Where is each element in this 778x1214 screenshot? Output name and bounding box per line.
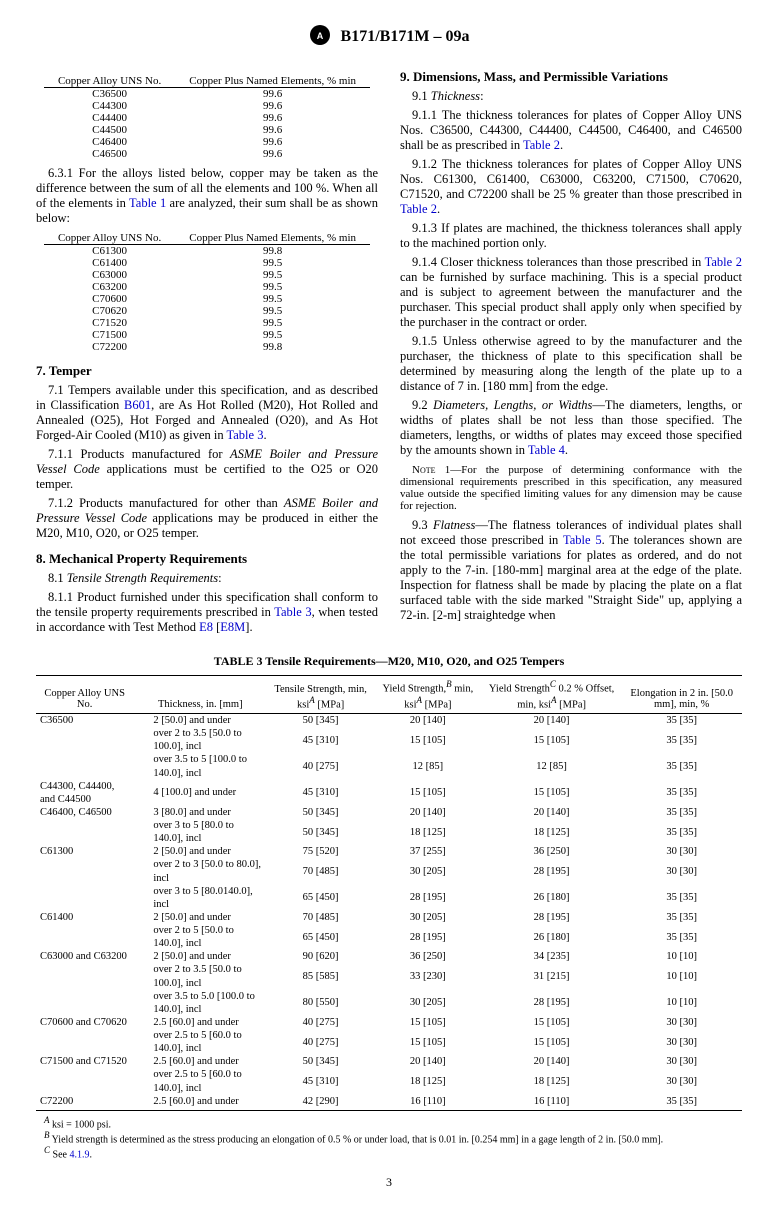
table-row: C6320099.5 [44, 281, 370, 293]
link-table3-a[interactable]: Table 3 [227, 428, 264, 442]
table-row: C3650099.6 [44, 88, 370, 101]
table-header: Yield StrengthC 0.2 % Offset, min, ksiA … [482, 676, 622, 714]
sec8-title: 8. Mechanical Property Requirements [36, 551, 378, 567]
table-row: over 2 to 3.5 [50.0 to 100.0], incl85 [5… [36, 963, 742, 989]
table-row: over 3.5 to 5.0 [100.0 to 140.0], incl80… [36, 990, 742, 1016]
para-8-1: 8.1 Tensile Strength Requirements: [36, 571, 378, 586]
t1-h2: Copper Plus Named Elements, % min [175, 75, 370, 88]
para-9-3: 9.3 Flatness—The flatness tolerances of … [400, 518, 742, 623]
footnote: C See 4.1.9. [36, 1145, 742, 1160]
table-row: C614002 [50.0] and under70 [485]30 [205]… [36, 911, 742, 924]
para-7-1-2: 7.1.2 Products manufactured for other th… [36, 496, 378, 541]
para-8-1-1: 8.1.1 Product furnished under this speci… [36, 590, 378, 635]
svg-text:A: A [316, 31, 323, 41]
doc-header: A B171/B171M – 09a [36, 24, 742, 51]
para-9-1: 9.1 Thickness: [400, 89, 742, 104]
table-row: C71500 and C715202.5 [60.0] and under50 … [36, 1055, 742, 1068]
table-row: C722002.5 [60.0] and under42 [290]16 [11… [36, 1095, 742, 1111]
link-b601[interactable]: B601 [124, 398, 151, 412]
sec9-title: 9. Dimensions, Mass, and Permissible Var… [400, 69, 742, 85]
table-row: over 3 to 5 [80.0140.0], incl65 [450]28 … [36, 885, 742, 911]
footnote: A ksi = 1000 psi. [36, 1115, 742, 1130]
link-e8m[interactable]: E8M [220, 620, 245, 634]
link-table2-a[interactable]: Table 2 [523, 138, 560, 152]
table-row: over 3 to 5 [80.0 to 140.0], incl50 [345… [36, 819, 742, 845]
astm-logo-icon: A [309, 24, 331, 51]
table-row: over 2 to 3.5 [50.0 to 100.0], incl45 [3… [36, 727, 742, 753]
alloy-table-2: Copper Alloy UNS No. Copper Plus Named E… [44, 232, 370, 353]
table-row: C4440099.6 [44, 112, 370, 124]
table-row: over 2 to 5 [50.0 to 140.0], incl65 [450… [36, 924, 742, 950]
table-row: C63000 and C632002 [50.0] and under90 [6… [36, 950, 742, 963]
table-row: C44300, C44400, and C445004 [100.0] and … [36, 780, 742, 806]
para-9-1-3: 9.1.3 If plates are machined, the thickn… [400, 221, 742, 251]
table-row: C7152099.5 [44, 317, 370, 329]
table-row: over 2 to 3 [50.0 to 80.0], incl70 [485]… [36, 858, 742, 884]
sec7-title: 7. Temper [36, 363, 378, 379]
table-row: C365002 [50.0] and under50 [345]20 [140]… [36, 714, 742, 728]
footnote: B Yield strength is determined as the st… [36, 1130, 742, 1145]
para-9-1-5: 9.1.5 Unless otherwise agreed to by the … [400, 334, 742, 394]
table-row: C4430099.6 [44, 100, 370, 112]
alloy-table-1: Copper Alloy UNS No. Copper Plus Named E… [44, 75, 370, 160]
table-row: C7060099.5 [44, 293, 370, 305]
t1-h1: Copper Alloy UNS No. [44, 75, 175, 88]
table3: Copper Alloy UNS No.Thickness, in. [mm]T… [36, 675, 742, 1111]
table-row: C6130099.8 [44, 245, 370, 258]
table-row: C613002 [50.0] and under75 [520]37 [255]… [36, 845, 742, 858]
table-row: C7062099.5 [44, 305, 370, 317]
para-9-2: 9.2 Diameters, Lengths, or Widths—The di… [400, 398, 742, 458]
table-row: C46400, C465003 [80.0] and under50 [345]… [36, 806, 742, 819]
table-row: C4640099.6 [44, 136, 370, 148]
note-1: Note 1—NOTE 1—For the purpose of determi… [400, 464, 742, 512]
link-table4[interactable]: Table 4 [528, 443, 565, 457]
table-header: Thickness, in. [mm] [133, 676, 267, 714]
table-row: C4450099.6 [44, 124, 370, 136]
table-row: over 2.5 to 5 [60.0 to 140.0], incl40 [2… [36, 1029, 742, 1055]
table-row: C7220099.8 [44, 341, 370, 353]
link-table1[interactable]: Table 1 [129, 196, 166, 210]
para-7-1: 7.1 Tempers available under this specifi… [36, 383, 378, 443]
t2-h2: Copper Plus Named Elements, % min [175, 232, 370, 245]
table-header: Elongation in 2 in. [50.0 mm], min, % [621, 676, 742, 714]
table3-footnotes: A ksi = 1000 psi.B Yield strength is det… [36, 1115, 742, 1161]
table-header: Tensile Strength, min, ksiA [MPa] [267, 676, 374, 714]
table-row: C7150099.5 [44, 329, 370, 341]
para-7-1-1: 7.1.1 Products manufactured for ASME Boi… [36, 447, 378, 492]
table-row: C6140099.5 [44, 257, 370, 269]
link-table5[interactable]: Table 5 [563, 533, 602, 547]
table-row: over 2.5 to 5 [60.0 to 140.0], incl45 [3… [36, 1068, 742, 1094]
table-row: C4650099.6 [44, 148, 370, 160]
table-row: C70600 and C706202.5 [60.0] and under40 … [36, 1016, 742, 1029]
table-row: over 3.5 to 5 [100.0 to 140.0], incl40 [… [36, 753, 742, 779]
table3-wrap: TABLE 3 Tensile Requirements—M20, M10, O… [36, 654, 742, 1161]
table-row: C6300099.5 [44, 269, 370, 281]
link-table2-b[interactable]: Table 2 [400, 202, 437, 216]
doc-title: B171/B171M – 09a [341, 28, 470, 45]
para-9-1-2: 9.1.2 The thickness tolerances for plate… [400, 157, 742, 217]
link-table3-b[interactable]: Table 3 [274, 605, 311, 619]
two-column-body: Copper Alloy UNS No. Copper Plus Named E… [36, 69, 742, 636]
para-6-3-1: 6.3.1 For the alloys listed below, coppe… [36, 166, 378, 226]
para-9-1-4: 9.1.4 Closer thickness tolerances than t… [400, 255, 742, 330]
table-header: Copper Alloy UNS No. [36, 676, 133, 714]
table3-title: TABLE 3 Tensile Requirements—M20, M10, O… [36, 654, 742, 669]
link-table2-c[interactable]: Table 2 [705, 255, 742, 269]
table-header: Yield Strength,B min, ksiA [MPa] [374, 676, 482, 714]
para-9-1-1: 9.1.1 The thickness tolerances for plate… [400, 108, 742, 153]
page-number: 3 [36, 1175, 742, 1190]
t2-h1: Copper Alloy UNS No. [44, 232, 175, 245]
link-e8[interactable]: E8 [199, 620, 213, 634]
